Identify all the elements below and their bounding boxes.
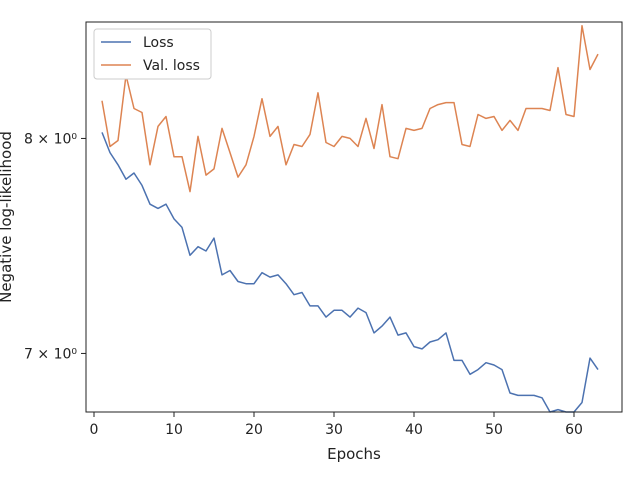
x-tick-label: 50 (485, 422, 503, 438)
x-tick-label: 60 (565, 422, 583, 438)
x-tick-label: 30 (325, 422, 343, 438)
legend: Loss Val. loss (93, 28, 212, 80)
x-axis: 0 10 20 30 40 50 60 (90, 412, 583, 438)
series-line-val-loss (101, 24, 599, 193)
legend-label: Val. loss (143, 58, 200, 74)
x-tick-label: 20 (245, 422, 263, 438)
y-tick-label: 8 × 10⁰ (24, 131, 77, 147)
legend-label: Loss (143, 35, 174, 51)
x-tick-label: 40 (405, 422, 423, 438)
series-line-loss (101, 132, 599, 413)
x-axis-label: Epochs (327, 445, 381, 463)
plot-frame (85, 21, 623, 413)
x-tick-label: 10 (165, 422, 183, 438)
plot-area (101, 24, 599, 413)
y-axis-label: Negative log-likelihood (0, 131, 15, 303)
x-tick-label: 0 (90, 422, 99, 438)
y-axis: 7 × 10⁰ 8 × 10⁰ (24, 131, 86, 362)
y-tick-label: 7 × 10⁰ (24, 346, 77, 362)
